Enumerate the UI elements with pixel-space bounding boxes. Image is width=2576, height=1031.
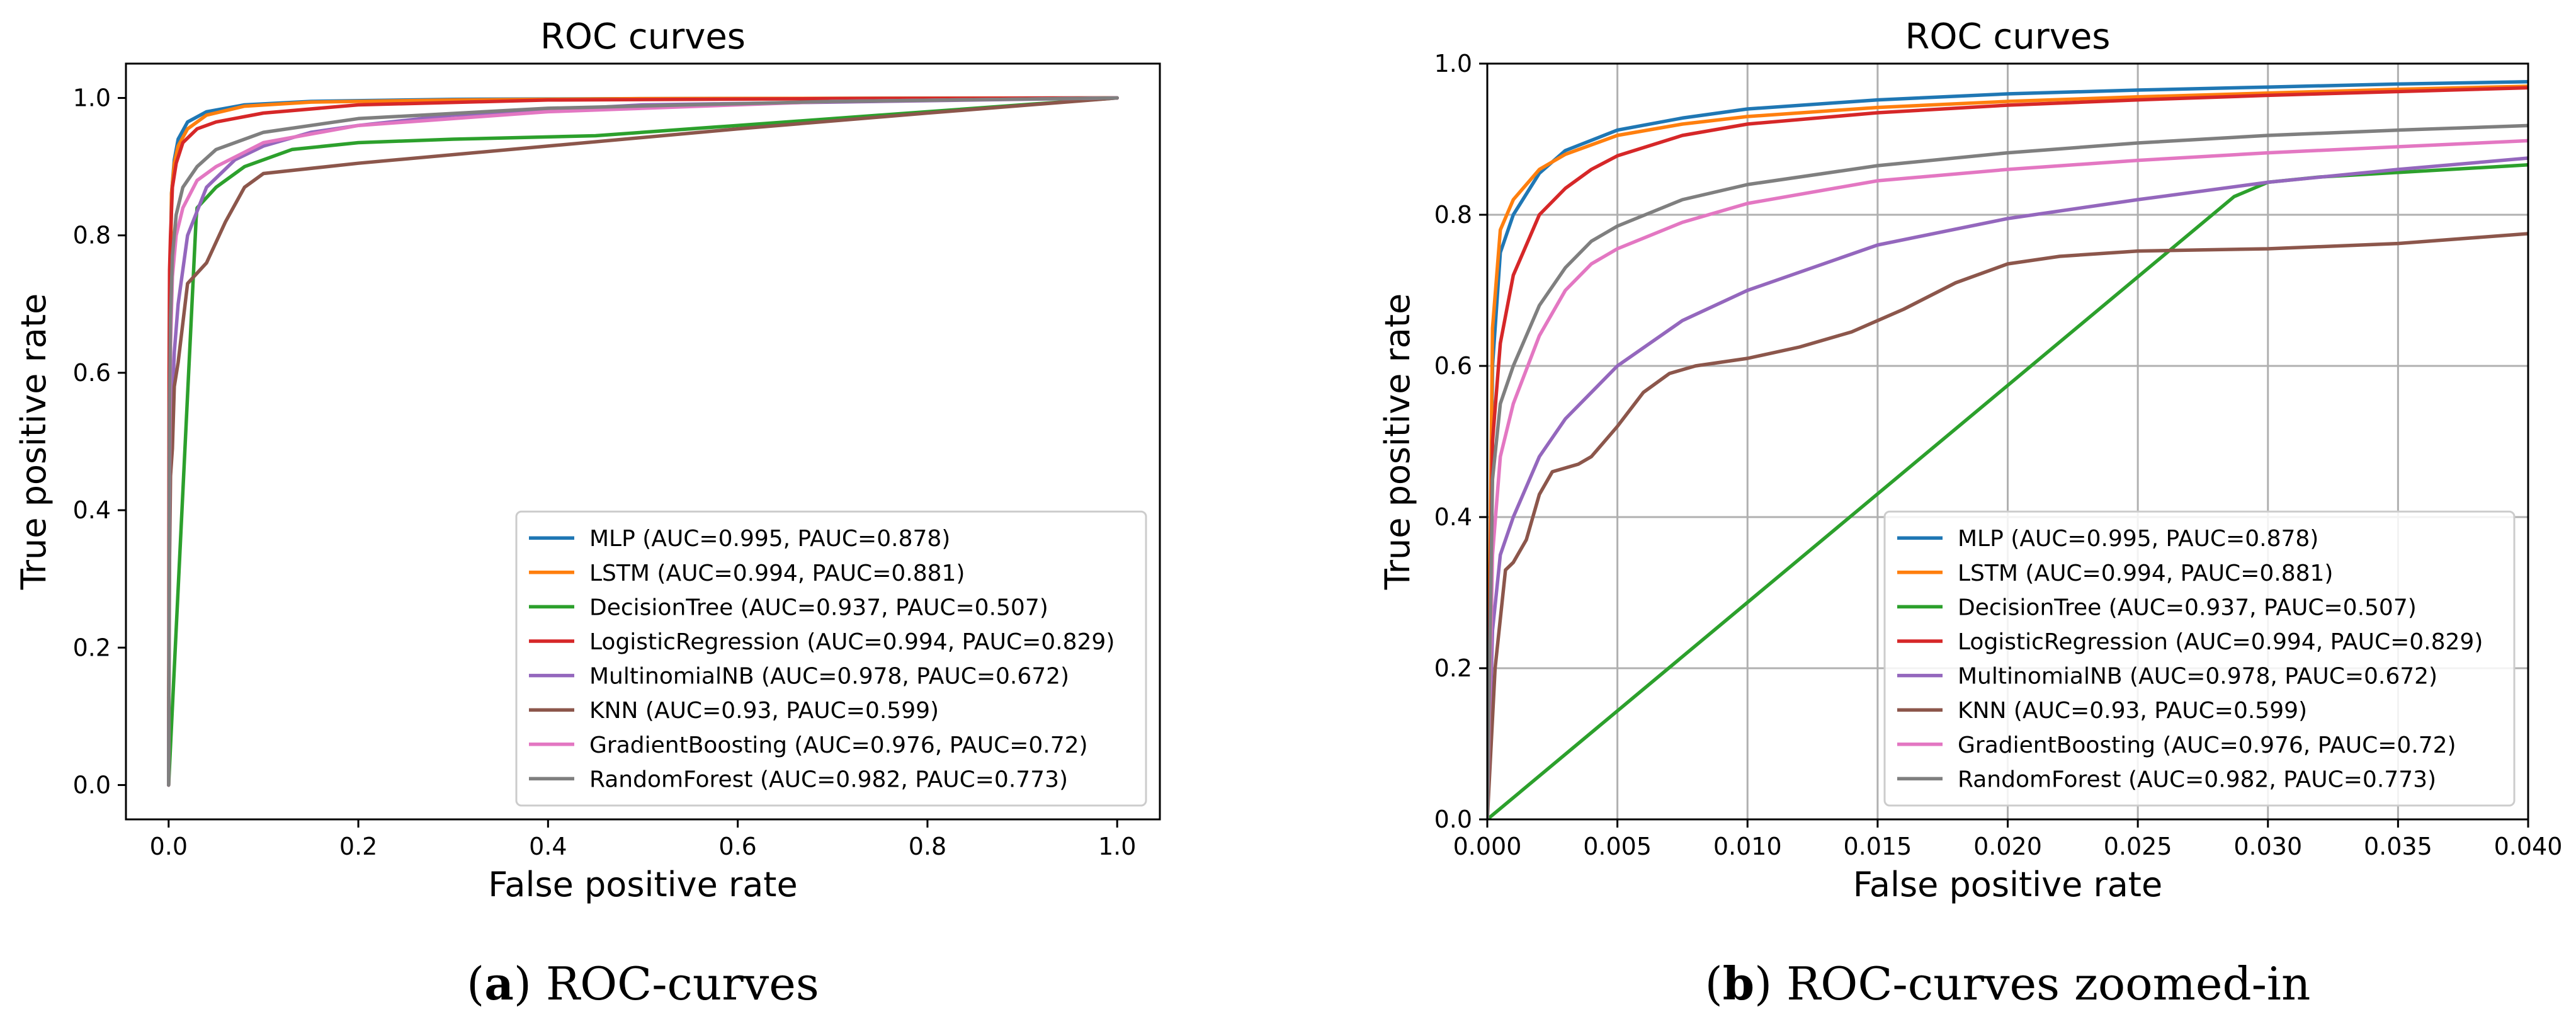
y-tick-label: 1.0 xyxy=(73,84,111,112)
x-tick-label: 0.040 xyxy=(2494,833,2563,860)
legend-label: MLP (AUC=0.995, PAUC=0.878) xyxy=(1958,526,2318,552)
series-lines xyxy=(1487,80,2528,819)
x-axis-label: False positive rate xyxy=(1853,865,2162,904)
caption-letter: b xyxy=(1723,957,1754,1010)
legend-label: MultinomialNB (AUC=0.978, PAUC=0.672) xyxy=(1958,664,2437,690)
figure-caption: (b) ROC-curves zoomed-in xyxy=(1705,957,2311,1010)
roc-chart-zoomed: 0.000 0.005 0.010 0.015 0.020 0.025 0.030 0.035… xyxy=(1378,16,2562,1010)
y-tick-label: 0.4 xyxy=(1434,503,1472,531)
legend-label: LSTM (AUC=0.994, PAUC=0.881) xyxy=(589,561,965,586)
caption-paren-open: ( xyxy=(1705,957,1723,1010)
x-tick-label: 0.005 xyxy=(1583,833,1652,860)
x-tick-label: 0.010 xyxy=(1713,833,1782,860)
y-tick-label: 0.0 xyxy=(73,771,111,799)
series-line-6 xyxy=(1487,139,2528,819)
y-tick-label: 0.8 xyxy=(1434,201,1472,229)
y-tick-label: 1.0 xyxy=(1434,50,1472,77)
legend-label: KNN (AUC=0.93, PAUC=0.599) xyxy=(589,698,939,724)
x-tick-label: 0.030 xyxy=(2233,833,2302,860)
legend-label: GradientBoosting (AUC=0.976, PAUC=0.72) xyxy=(589,732,1088,758)
series-line-7 xyxy=(167,96,1119,787)
roc-chart-full: 0.0 0.2 0.4 0.6 0.8 1.0 0.0 0.2 0.4 0.6 0.8 1.0 ROC … xyxy=(14,16,1161,1010)
series-line-5 xyxy=(167,96,1119,787)
x-tick-label: 0.0 xyxy=(150,833,188,860)
x-tick-label: 0.6 xyxy=(718,833,756,860)
caption-letter: a xyxy=(484,957,514,1010)
caption-text: ROC-curves xyxy=(546,957,819,1010)
series-line-5 xyxy=(1487,232,2528,819)
series-lines xyxy=(167,96,1119,787)
legend-label: MLP (AUC=0.995, PAUC=0.878) xyxy=(589,526,950,552)
legend-label: DecisionTree (AUC=0.937, PAUC=0.507) xyxy=(589,595,1048,620)
legend-label: LSTM (AUC=0.994, PAUC=0.881) xyxy=(1958,561,2333,586)
legend-label: RandomForest (AUC=0.982, PAUC=0.773) xyxy=(589,766,1068,792)
caption-paren-open: ( xyxy=(467,957,484,1010)
x-tick-label: 0.015 xyxy=(1843,833,1912,860)
y-tick-label: 0.8 xyxy=(73,222,111,249)
legend: MLP (AUC=0.995, PAUC=0.878) LSTM (AUC=0.9… xyxy=(515,510,1147,807)
chart-title: ROC curves xyxy=(540,16,746,57)
y-tick-label: 0.6 xyxy=(73,359,111,387)
x-axis-label: False positive rate xyxy=(488,865,797,904)
x-tick-label: 0.8 xyxy=(909,833,946,860)
series-line-4 xyxy=(1487,156,2528,819)
x-tick-label: 0.000 xyxy=(1453,833,1522,860)
legend-label: RandomForest (AUC=0.982, PAUC=0.773) xyxy=(1958,766,2436,792)
x-tick-label: 0.2 xyxy=(339,833,377,860)
y-tick-label: 0.6 xyxy=(1434,352,1472,380)
y-axis-label: True positive rate xyxy=(14,293,54,591)
legend-box xyxy=(1883,510,2516,807)
series-line-0 xyxy=(1487,80,2528,819)
legend-label: GradientBoosting (AUC=0.976, PAUC=0.72) xyxy=(1958,732,2456,758)
x-tick-label: 0.4 xyxy=(529,833,567,860)
caption-text: ROC-curves zoomed-in xyxy=(1786,957,2310,1010)
x-tick-label: 0.035 xyxy=(2364,833,2432,860)
figure-caption: (a) ROC-curves xyxy=(467,957,819,1010)
y-tick-label: 0.0 xyxy=(1434,806,1472,833)
y-tick-label: 0.4 xyxy=(73,496,111,524)
legend-box xyxy=(515,510,1147,807)
y-axis-label: True positive rate xyxy=(1378,293,1417,591)
legend-label: MultinomialNB (AUC=0.978, PAUC=0.672) xyxy=(589,664,1069,690)
legend-label: KNN (AUC=0.93, PAUC=0.599) xyxy=(1958,698,2307,724)
series-line-3 xyxy=(167,96,1119,787)
x-tick-label: 1.0 xyxy=(1098,833,1136,860)
plot-frame xyxy=(125,62,1161,821)
x-tick-label: 0.020 xyxy=(1973,833,2042,860)
y-tick-label: 0.2 xyxy=(73,634,111,661)
legend-label: LogisticRegression (AUC=0.994, PAUC=0.82… xyxy=(589,629,1115,655)
caption-paren-close: ) xyxy=(1754,957,1786,1010)
series-line-3 xyxy=(1487,86,2528,819)
series-line-7 xyxy=(1487,123,2528,819)
legend: MLP (AUC=0.995, PAUC=0.878) LSTM (AUC=0.9… xyxy=(1883,510,2516,807)
caption-paren-close: ) xyxy=(514,957,546,1010)
legend-label: LogisticRegression (AUC=0.994, PAUC=0.82… xyxy=(1958,629,2483,655)
y-tick-label: 0.2 xyxy=(1434,654,1472,682)
legend-label: DecisionTree (AUC=0.937, PAUC=0.507) xyxy=(1958,595,2417,620)
x-tick-label: 0.025 xyxy=(2104,833,2172,860)
series-line-1 xyxy=(1487,84,2528,819)
chart-title: ROC curves xyxy=(1905,16,2111,57)
